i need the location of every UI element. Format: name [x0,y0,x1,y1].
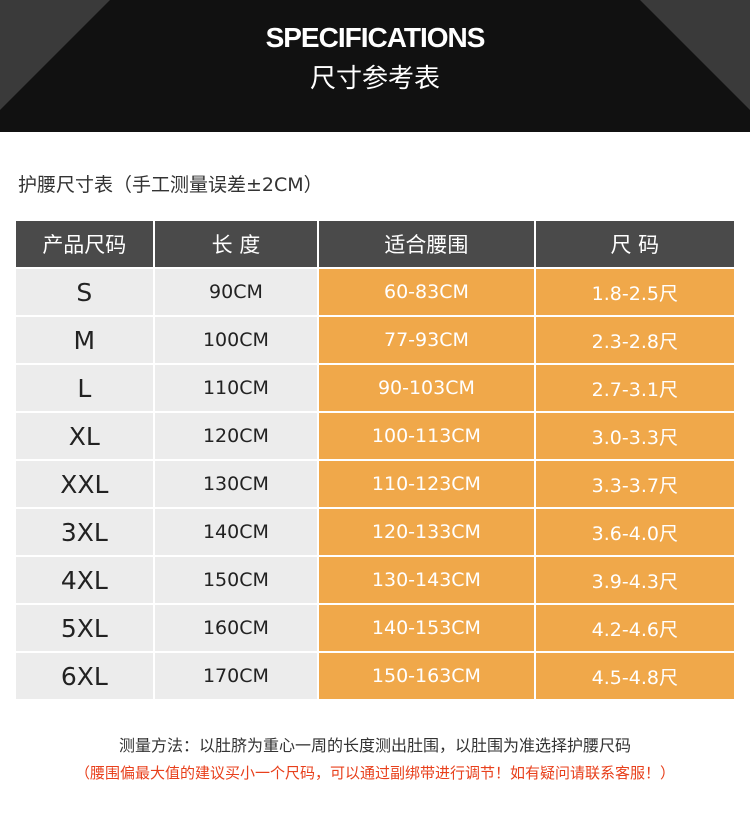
table-row: M 100CM 77-93CM 2.3-2.8尺 [14,315,737,365]
cell: 3XL [14,507,155,557]
cell: 4XL [14,555,155,605]
subtitle: 尺寸参考表 [309,64,440,94]
cell: 100CM [152,315,320,365]
cell: 90CM [152,267,320,317]
cell: 150-163CM [317,651,536,701]
cell: 130-143CM [317,555,536,605]
table-row: 3XL 140CM 120-133CM 3.6-4.0尺 [14,507,737,557]
cell: S [14,267,155,317]
cell: 5XL [14,603,155,653]
cell: 2.3-2.8尺 [533,315,737,365]
cell: 140-153CM [317,603,536,653]
table-row: 5XL 160CM 140-153CM 4.2-4.6尺 [14,603,737,653]
cell: 150CM [152,555,320,605]
cell: 140CM [152,507,320,557]
cell: 130CM [152,459,320,509]
cell: 100-113CM [317,411,536,461]
cell: 1.8-2.5尺 [533,267,737,317]
cell: 2.7-3.1尺 [533,363,737,413]
cell: 77-93CM [317,315,536,365]
cell: 4.5-4.8尺 [533,651,737,701]
cell: M [14,315,155,365]
column-header: 产品尺码 [14,219,155,269]
banner: SPECIFICATIONS 尺寸参考表 [0,0,750,132]
table-row: 6XL 170CM 150-163CM 4.5-4.8尺 [14,651,737,701]
table-row: XL 120CM 100-113CM 3.0-3.3尺 [14,411,737,461]
cell: 160CM [152,603,320,653]
cell: 170CM [152,651,320,701]
cell: 110CM [152,363,320,413]
table-row: XXL 130CM 110-123CM 3.3-3.7尺 [14,459,737,509]
title: SPECIFICATIONS [265,22,486,53]
table-caption: 护腰尺寸表（手工测量误差±2CM） [18,174,323,196]
column-header: 适合腰围 [317,219,536,269]
cell: 120-133CM [317,507,536,557]
cell: 90-103CM [317,363,536,413]
header-row: 产品尺码长 度适合腰围尺 码 [14,219,737,269]
size-table: 产品尺码长 度适合腰围尺 码 S 90CM 60-83CM 1.8-2.5尺 M 100C… [14,219,737,701]
cell: XL [14,411,155,461]
note: 测量方法：以肚脐为重心一周的长度测出肚围，以肚围为准选择护腰尺码 [118,736,631,755]
table-row: S 90CM 60-83CM 1.8-2.5尺 [14,267,737,317]
cell: 120CM [152,411,320,461]
cell: 3.0-3.3尺 [533,411,737,461]
cell: L [14,363,155,413]
cell: 3.6-4.0尺 [533,507,737,557]
banner-decoration [0,0,750,110]
column-header: 长 度 [152,219,320,269]
column-header: 尺 码 [533,219,737,269]
table-row: 4XL 150CM 130-143CM 3.9-4.3尺 [14,555,737,605]
table-row: L 110CM 90-103CM 2.7-3.1尺 [14,363,737,413]
cell: 3.9-4.3尺 [533,555,737,605]
cell: 3.3-3.7尺 [533,459,737,509]
note-warning: （腰围偏最大值的建议买小一个尺码，可以通过副绑带进行调节！如有疑问请联系客服！） [74,764,675,782]
cell: 60-83CM [317,267,536,317]
cell: 6XL [14,651,155,701]
cell: 110-123CM [317,459,536,509]
cell: XXL [14,459,155,509]
cell: 4.2-4.6尺 [533,603,737,653]
